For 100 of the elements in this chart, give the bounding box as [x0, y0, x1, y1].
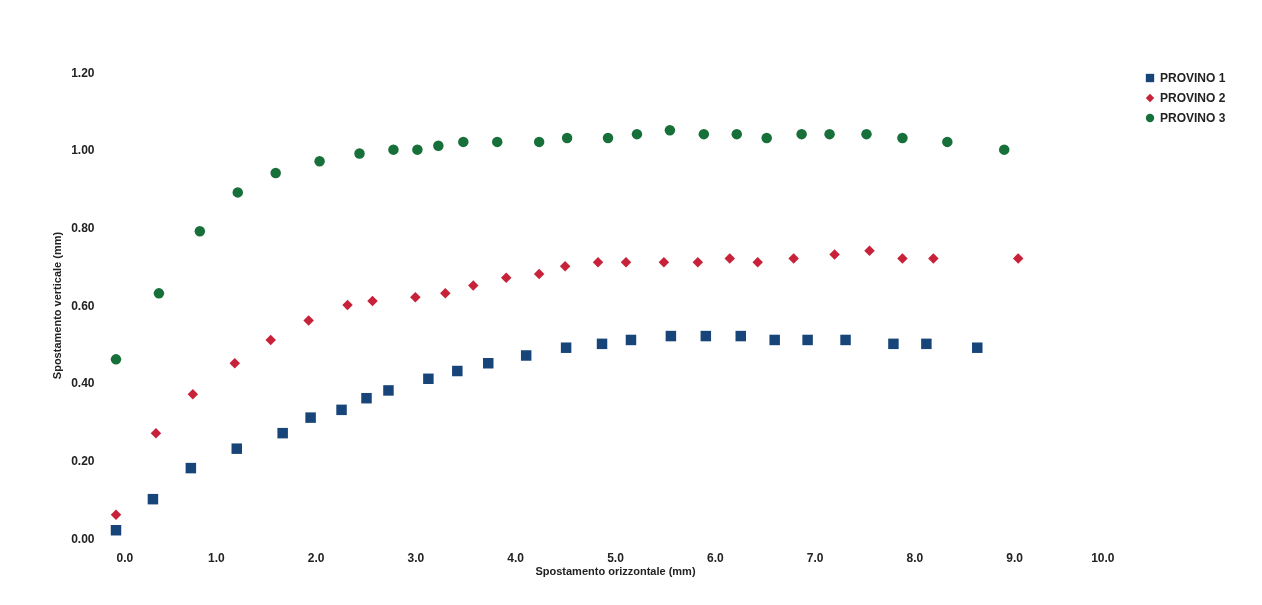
x-tick-label: 3.0 [407, 550, 425, 565]
x-tick-label: 4.0 [507, 550, 525, 565]
point [277, 427, 288, 439]
point [500, 272, 512, 284]
point [897, 253, 908, 264]
point [452, 365, 463, 377]
point [664, 125, 676, 136]
point [354, 148, 365, 159]
y-tick-label: 0.00 [71, 531, 95, 546]
y-tick-label: 0.20 [71, 453, 95, 468]
point [824, 128, 835, 140]
point [305, 412, 316, 423]
x-tick-label: 5.0 [607, 550, 625, 565]
point [625, 334, 637, 346]
point [840, 334, 851, 346]
point [440, 288, 451, 299]
point [560, 342, 572, 353]
point [153, 288, 165, 299]
y-tick-label: 1.00 [71, 143, 95, 158]
point [829, 249, 840, 260]
y-tick-label: 0.80 [71, 220, 95, 235]
y-axis-title: Spostamento verticale (mm) [51, 231, 64, 380]
point [342, 299, 353, 311]
point [731, 128, 742, 140]
point [270, 167, 281, 179]
x-tick-label: 7.0 [806, 550, 824, 565]
point [761, 132, 772, 144]
point [928, 253, 939, 264]
point [796, 128, 807, 140]
point [265, 334, 276, 346]
point [972, 342, 983, 353]
legend-label: PROVINO 2 [1160, 91, 1226, 105]
point [110, 524, 122, 536]
point [998, 144, 1010, 155]
point [592, 257, 604, 268]
point [491, 136, 503, 148]
point [631, 128, 643, 140]
point [665, 330, 677, 342]
point [231, 443, 242, 454]
x-tick-label: 2.0 [307, 550, 325, 565]
point [788, 253, 799, 264]
x-tick-label: 9.0 [1006, 550, 1024, 565]
point [520, 350, 532, 361]
point [692, 257, 704, 268]
x-axis-title: Spostamento orizzontale (mm) [535, 564, 696, 577]
point [897, 132, 908, 144]
point [533, 268, 545, 280]
x-tick-label: 8.0 [906, 550, 924, 565]
point [802, 334, 813, 346]
point [698, 128, 710, 140]
point [110, 509, 122, 520]
point [942, 136, 953, 148]
y-tick-label: 1.20 [71, 65, 95, 80]
point [752, 257, 763, 268]
point [388, 144, 399, 155]
point [864, 245, 875, 256]
point [232, 187, 243, 198]
point [150, 427, 162, 439]
point [423, 373, 434, 385]
point [620, 257, 632, 268]
x-tick-label: 10.0 [1091, 550, 1115, 565]
point [110, 354, 122, 365]
point [483, 358, 494, 369]
point [361, 392, 372, 404]
point [724, 253, 736, 264]
legend-label: PROVINO 3 [1160, 111, 1226, 125]
point [658, 257, 670, 268]
point [596, 338, 608, 350]
point [769, 334, 780, 346]
point [229, 358, 241, 369]
point [458, 136, 469, 148]
point [410, 291, 421, 303]
point [533, 136, 545, 148]
point [602, 132, 614, 144]
point [194, 225, 206, 237]
point [367, 295, 378, 307]
point [468, 280, 479, 291]
x-tick-label: 0.0 [116, 550, 134, 565]
y-tick-label: 0.60 [71, 298, 95, 313]
point [921, 338, 932, 350]
point [303, 315, 314, 326]
point [1012, 253, 1024, 264]
point [336, 404, 347, 416]
point [888, 338, 899, 350]
point [412, 144, 423, 155]
point [383, 385, 394, 396]
point [735, 330, 746, 342]
point [185, 462, 197, 474]
legend-label: PROVINO 1 [1160, 71, 1226, 85]
x-tick-label: 1.0 [207, 550, 225, 565]
x-tick-label: 6.0 [706, 550, 724, 565]
point [147, 493, 159, 505]
point [561, 132, 573, 144]
point [559, 260, 571, 272]
point [187, 389, 199, 400]
point [314, 156, 325, 167]
y-tick-label: 0.40 [71, 376, 95, 391]
point [861, 128, 872, 140]
point [700, 330, 712, 342]
point [433, 140, 444, 152]
